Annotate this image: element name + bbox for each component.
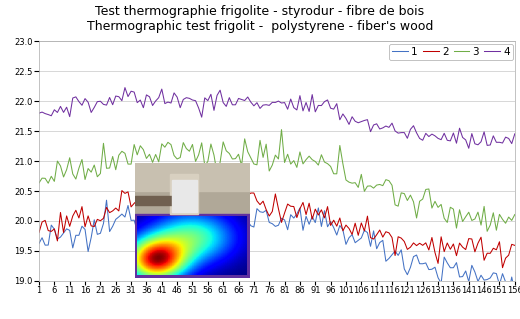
Text: Copyright ©http://www.thethermograpiclibrary.org/ Hugues CREPIN: Copyright ©http://www.thethermograpiclib… xyxy=(60,302,460,312)
1 xyxy=(505,291,512,295)
2 xyxy=(217,185,223,189)
Text: Test thermographie frigolite - styrodur - fibre de bois
Thermographic test frigo: Test thermographie frigolite - styrodur … xyxy=(87,5,433,33)
3 xyxy=(423,188,429,191)
Bar xyxy=(135,214,250,278)
Bar xyxy=(170,174,198,214)
2 xyxy=(36,231,42,234)
4 xyxy=(122,86,128,90)
3 xyxy=(278,128,284,131)
2 xyxy=(155,186,162,190)
1 xyxy=(321,209,328,213)
2 xyxy=(236,193,242,197)
1 xyxy=(186,198,192,202)
3 xyxy=(321,160,328,164)
2 xyxy=(368,236,374,240)
4 xyxy=(321,100,328,104)
1 xyxy=(236,220,242,224)
Line: 3: 3 xyxy=(39,130,515,231)
1 xyxy=(217,216,223,220)
4 xyxy=(236,97,242,100)
2 xyxy=(512,243,518,247)
2 xyxy=(321,216,328,220)
3 xyxy=(36,181,42,185)
3 xyxy=(484,229,490,233)
Legend: 1, 2, 3, 4: 1, 2, 3, 4 xyxy=(389,44,513,60)
1 xyxy=(512,291,518,295)
4 xyxy=(423,131,429,135)
1 xyxy=(423,261,429,265)
2 xyxy=(423,241,429,245)
Line: 1: 1 xyxy=(39,200,515,293)
Bar xyxy=(172,180,197,212)
4 xyxy=(465,146,472,150)
Bar xyxy=(135,196,172,205)
3 xyxy=(512,213,518,217)
1 xyxy=(368,244,374,248)
3 xyxy=(368,184,374,188)
1 xyxy=(155,205,162,209)
3 xyxy=(214,171,220,175)
1 xyxy=(36,241,42,245)
Bar xyxy=(135,163,250,191)
3 xyxy=(232,157,239,160)
Bar xyxy=(135,163,250,217)
2 xyxy=(165,183,171,187)
4 xyxy=(159,87,165,91)
3 xyxy=(155,160,162,164)
Line: 4: 4 xyxy=(39,88,515,148)
4 xyxy=(512,132,518,136)
4 xyxy=(36,111,42,115)
4 xyxy=(217,88,223,92)
Line: 2: 2 xyxy=(39,185,515,268)
2 xyxy=(499,266,505,270)
4 xyxy=(368,130,374,134)
